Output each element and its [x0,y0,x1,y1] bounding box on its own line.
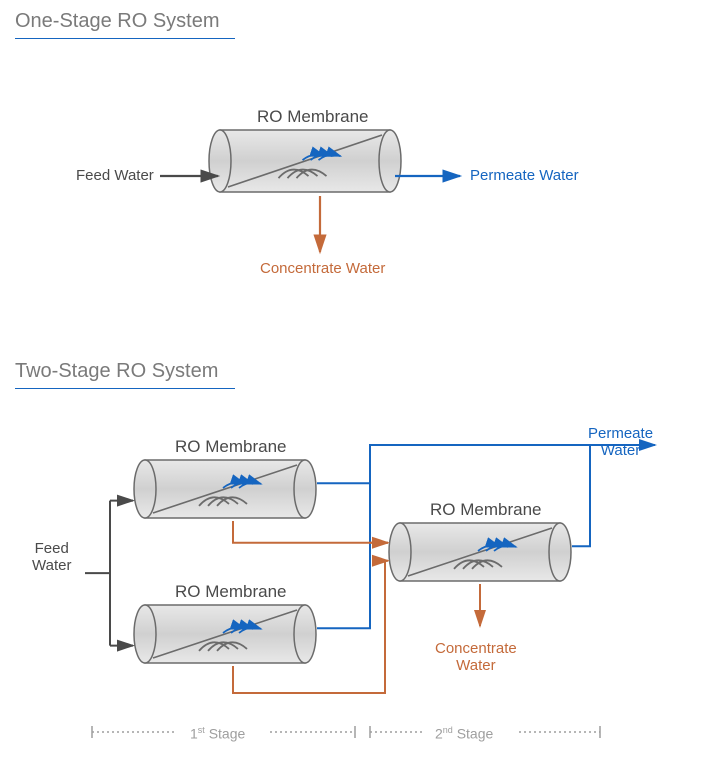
two-stage-permeate-label: PermeateWater [588,425,653,460]
two-stage-concentrate-label: ConcentrateWater [435,640,517,675]
two-stage-membrane-3 [389,523,571,581]
two-stage-membrane-2-label: RO Membrane [175,582,286,602]
two-stage-underline [15,388,235,389]
two-stage-feed-pipes [85,501,133,646]
stage-brackets [92,726,600,738]
one-stage-permeate-label: Permeate Water [470,167,579,184]
two-stage-membrane-1-label: RO Membrane [175,437,286,457]
stage-2-label: 2nd Stage [435,725,493,742]
two-stage-feed-label: FeedWater [32,540,71,575]
two-stage-heading: Two-Stage RO System [15,360,218,383]
one-stage-membrane-label: RO Membrane [257,107,368,127]
two-stage-membrane-1 [134,460,316,518]
one-stage-membrane [209,130,401,192]
two-stage-membrane-3-label: RO Membrane [430,500,541,520]
one-stage-concentrate-label: Concentrate Water [260,260,385,277]
one-stage-feed-label: Feed Water [76,167,154,184]
two-stage-membrane-2 [134,605,316,663]
stage-1-label: 1st Stage [190,725,245,742]
